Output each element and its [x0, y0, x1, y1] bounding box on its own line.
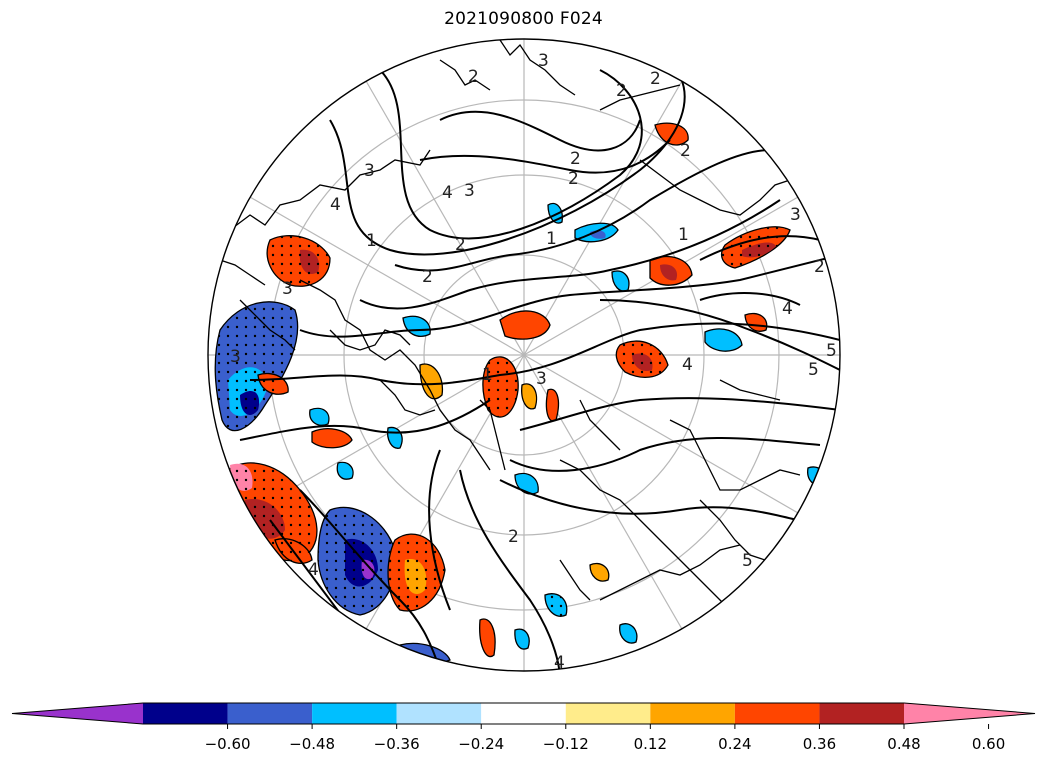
colorbar-tick-label: −0.48 [289, 735, 335, 753]
colorbar-swatch [312, 703, 397, 724]
contour-label: 4 [782, 299, 793, 319]
colorbar-tick-label: 0.48 [887, 735, 920, 753]
contour-labels: 3 2 2 2 1 2 2 1 1 3 4 4 5 3 4 4 2 2 3 4 … [230, 51, 837, 673]
contour-label: 3 [282, 279, 293, 299]
colorbar-outline [11, 702, 1036, 725]
contour-label: 2 [422, 267, 433, 287]
colorbar-tick-label: −0.12 [543, 735, 589, 753]
contour-label: 5 [742, 551, 753, 571]
colorbar-extend-min [12, 703, 143, 724]
contour-label: 3 [230, 347, 241, 367]
contour-label: 2 [568, 169, 579, 189]
contour-label: 3 [790, 205, 801, 225]
contour-label: 4 [442, 183, 453, 203]
colorbar-swatch [734, 703, 820, 724]
contour-label: 2 [680, 141, 691, 161]
colorbar-extend-max [904, 703, 1035, 724]
contour-label: 5 [808, 360, 819, 380]
colorbar-swatch [481, 703, 566, 724]
contour-label: 2 [616, 81, 627, 101]
contour-label: 5 [826, 341, 837, 361]
colorbar-tick-label: 0.60 [972, 735, 1005, 753]
contour-label: 3 [364, 161, 375, 181]
contour-label: 4 [682, 355, 693, 375]
contour-label: 1 [678, 225, 689, 245]
colorbar-tick-label: −0.24 [458, 735, 504, 753]
contour-label: 2 [814, 257, 825, 277]
map-title: 2021090800 F024 [444, 9, 603, 29]
contour-label: 3 [464, 181, 475, 201]
colorbar-swatch [143, 703, 228, 724]
colorbar-swatch [565, 703, 651, 724]
colorbar-tick-label: 0.24 [718, 735, 751, 753]
colorbar-swatch [227, 703, 313, 724]
contour-label: 2 [468, 67, 479, 87]
colorbar-tick-label: −0.60 [205, 735, 251, 753]
colorbar-swatch [650, 703, 735, 724]
contour-label: 2 [508, 527, 519, 547]
contour-label: 2 [570, 149, 581, 169]
colorbar-tick-label: −0.36 [374, 735, 420, 753]
contour-label: 2 [455, 235, 466, 255]
colorbar-swatch [396, 703, 482, 724]
colorbar-tick-label: 0.12 [634, 735, 667, 753]
colorbar-ticks: −0.60 −0.48 −0.36 −0.24 −0.12 0.12 0.24 0.36 0.4… [205, 724, 1005, 753]
contour-label: 3 [538, 51, 549, 71]
contour-label: 4 [308, 560, 319, 580]
colorbar-tick-label: 0.36 [803, 735, 836, 753]
contour-label: 1 [546, 229, 557, 249]
colorbar-swatch [819, 703, 904, 724]
height-contours [239, 54, 840, 671]
contour-label: 4 [554, 653, 565, 673]
contour-label: 1 [482, 365, 493, 385]
contour-label: 2 [650, 69, 661, 89]
colorbar-boxes [11, 702, 1036, 725]
contour-label: 1 [366, 231, 377, 251]
contour-label: 4 [330, 195, 341, 215]
map-boundary [207, 38, 841, 672]
contour-label: 3 [536, 369, 547, 389]
